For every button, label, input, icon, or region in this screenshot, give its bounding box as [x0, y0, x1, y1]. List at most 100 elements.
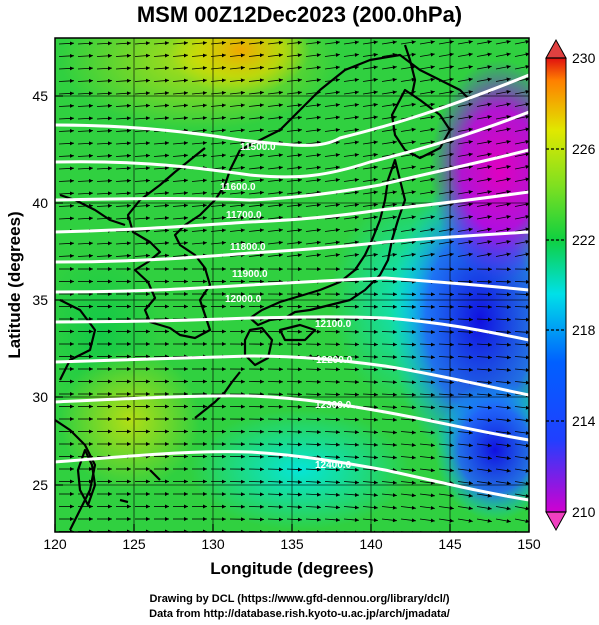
- wind-arrow: [438, 506, 454, 511]
- wind-arrow: [115, 178, 132, 183]
- wind-arrow: [400, 177, 416, 182]
- wind-arrow: [495, 305, 512, 310]
- wind-arrow: [115, 141, 132, 146]
- wind-arrow: [191, 190, 207, 195]
- wind-arrow: [286, 65, 302, 70]
- wind-arrow: [495, 355, 512, 360]
- wind-arrow: [381, 140, 397, 145]
- wind-arrow: [362, 329, 379, 334]
- wind-arrow: [457, 506, 473, 511]
- wind-arrow: [514, 468, 529, 473]
- wind-arrow: [134, 253, 151, 258]
- wind-arrow: [476, 115, 492, 120]
- wind-arrow: [438, 115, 454, 120]
- coast-honshu: [248, 158, 407, 327]
- wind-arrow: [229, 140, 245, 145]
- wind-arrow: [438, 77, 454, 82]
- wind-arrow: [343, 215, 359, 220]
- y-tick-label: 45: [32, 88, 48, 104]
- wind-arrow: [305, 505, 322, 510]
- contour-label-11500: 11500.0: [240, 142, 276, 153]
- wind-arrow: [514, 252, 529, 257]
- wind-arrow: [267, 203, 283, 208]
- wind-arrow: [495, 202, 511, 207]
- wind-arrow: [476, 102, 492, 107]
- wind-arrow: [362, 505, 378, 510]
- wind-arrow: [362, 65, 378, 70]
- wind-arrow: [381, 493, 397, 498]
- wind-arrow: [495, 518, 511, 523]
- wind-arrow: [514, 202, 529, 207]
- wind-arrow: [343, 90, 359, 95]
- wind-arrow: [343, 480, 360, 485]
- x-tick-label: 140: [359, 536, 383, 552]
- wind-arrow: [343, 190, 359, 195]
- wind-arrow: [153, 166, 170, 171]
- wind-arrow: [400, 329, 417, 334]
- wind-arrow: [77, 53, 94, 58]
- wind-arrow: [286, 115, 302, 120]
- wind-arrow: [248, 253, 264, 258]
- wind-arrow: [514, 39, 529, 45]
- wind-arrow: [286, 429, 303, 434]
- wind-arrow: [457, 40, 473, 45]
- wind-arrow: [305, 379, 322, 384]
- wind-arrow: [115, 41, 132, 46]
- wind-arrow: [58, 253, 75, 258]
- wind-arrow: [419, 115, 435, 120]
- wind-arrow: [381, 367, 398, 372]
- wind-arrow: [305, 40, 321, 45]
- wind-arrow: [438, 342, 455, 347]
- wind-arrow: [495, 430, 511, 435]
- wind-arrow: [229, 253, 245, 258]
- wind-arrow: [495, 367, 511, 372]
- wind-arrow: [419, 52, 435, 57]
- wind-arrow: [362, 442, 379, 447]
- wind-arrow: [267, 253, 283, 258]
- wind-arrow: [96, 178, 113, 183]
- wind-arrow: [419, 190, 435, 195]
- wind-arrow: [400, 252, 416, 257]
- wind-arrow: [381, 90, 397, 95]
- wind-arrow: [134, 41, 151, 46]
- wind-arrow: [210, 103, 226, 108]
- wind-arrow: [248, 65, 264, 70]
- wind-arrow: [210, 53, 226, 58]
- wind-arrow: [514, 418, 529, 423]
- colorbar-tick-label: 218: [572, 322, 596, 338]
- wind-arrow: [248, 90, 264, 95]
- wind-arrow: [115, 116, 132, 121]
- wind-arrow: [229, 90, 245, 95]
- wind-arrow: [476, 252, 492, 257]
- wind-arrow: [381, 455, 397, 460]
- wind-arrow: [381, 227, 397, 232]
- wind-arrow: [153, 91, 170, 96]
- wind-arrow: [248, 78, 264, 83]
- wind-arrow: [438, 518, 454, 523]
- wind-arrow: [191, 103, 207, 108]
- wind-arrow: [153, 153, 170, 158]
- wind-arrow: [210, 178, 226, 183]
- wind-arrow: [476, 52, 492, 57]
- wind-arrow: [172, 78, 188, 83]
- wind-arrow: [210, 40, 226, 45]
- wind-arrow: [58, 41, 75, 46]
- wind-arrow: [419, 367, 436, 372]
- wind-arrow: [77, 191, 94, 196]
- wind-arrow: [286, 178, 302, 183]
- wind-arrow: [438, 165, 454, 170]
- wind-arrow: [400, 152, 416, 157]
- wind-arrow: [77, 116, 94, 121]
- wind-arrow: [343, 505, 359, 510]
- wind-arrow: [514, 305, 529, 310]
- wind-arrow: [324, 379, 341, 384]
- wind-arrow: [457, 127, 473, 132]
- wind-arrow: [134, 141, 151, 146]
- wind-arrow: [305, 404, 322, 409]
- wind-arrow: [153, 53, 170, 58]
- wind-arrow: [286, 190, 302, 195]
- wind-arrow: [58, 141, 75, 146]
- wind-arrow: [343, 342, 360, 347]
- wind-arrow: [400, 77, 416, 82]
- wind-arrow: [77, 78, 94, 83]
